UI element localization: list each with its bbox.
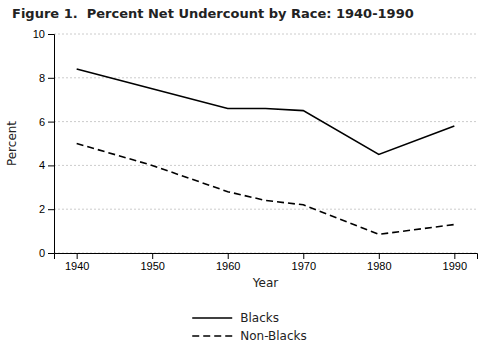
y-tick-mark [48, 209, 54, 210]
legend-swatch [192, 317, 232, 319]
y-tick-label: 4 [39, 159, 45, 171]
x-tick: 1940 [65, 253, 89, 272]
x-tick: 1960 [216, 253, 240, 272]
y-tick-mark [48, 253, 54, 254]
plot: 1940 1950 1960 1970 1980 1990 0 2 4 6 8 10 Year Perce… [5, 28, 478, 290]
grid-line [54, 209, 477, 210]
legend-swatch [192, 335, 232, 337]
series-line [77, 69, 455, 154]
y-tick-label: 6 [39, 116, 45, 128]
legend-label: Non-Blacks [240, 329, 307, 343]
x-tick: 1950 [140, 253, 164, 272]
x-tick-label: 1940 [65, 260, 89, 272]
y-axis-line [48, 35, 55, 254]
y-tick-label: 8 [39, 72, 45, 84]
title: Figure 1. Percent Net Undercount by Race… [12, 6, 414, 21]
legend-label: Blacks [240, 311, 279, 325]
y-tick: 0 [39, 247, 54, 259]
y-tick-label: 0 [39, 247, 45, 259]
x-tick: 1970 [292, 253, 316, 272]
legend-item: Non-Blacks [192, 329, 307, 343]
y-tick: 4 [39, 159, 54, 171]
y-axis: 0 2 4 6 8 10 [33, 28, 55, 259]
x-tick: 1980 [367, 253, 391, 272]
x-tick-mark [228, 253, 229, 259]
y-tick-label: 2 [39, 203, 45, 215]
y-tick: 6 [39, 116, 54, 128]
x-tick-label: 1980 [367, 260, 391, 272]
y-tick: 10 [33, 28, 54, 40]
x-axis-line [55, 254, 478, 260]
series-line [77, 144, 455, 235]
x-axis-title: Year [252, 276, 278, 290]
grid-line [54, 77, 477, 78]
legend: Blacks Non-Blacks [192, 311, 307, 343]
grid-line [54, 121, 477, 122]
y-tick-mark [48, 34, 54, 35]
x-tick-label: 1950 [140, 260, 164, 272]
y-tick: 8 [39, 72, 54, 84]
x-tick-mark [77, 253, 78, 259]
x-tick-mark [454, 253, 455, 259]
x-axis: 1940 1950 1960 1970 1980 1990 [55, 253, 478, 272]
y-tick-mark [48, 165, 54, 166]
y-tick-mark [48, 78, 54, 79]
y-tick-mark [48, 122, 54, 123]
x-tick-mark [152, 253, 153, 259]
y-tick: 2 [39, 203, 54, 215]
x-tick-label: 1970 [292, 260, 316, 272]
x-tick-label: 1990 [443, 260, 467, 272]
grid [54, 34, 477, 253]
y-axis-title: Percent [5, 121, 19, 166]
grid-line [54, 165, 477, 166]
lines [77, 69, 455, 234]
x-tick: 1990 [443, 253, 467, 272]
grid-line [54, 34, 477, 35]
x-tick-label: 1960 [216, 260, 240, 272]
x-tick-mark [379, 253, 380, 259]
chart: Figure 1. Percent Net Undercount by Race… [0, 0, 499, 349]
x-tick-mark [303, 253, 304, 259]
legend-item: Blacks [192, 311, 279, 325]
y-tick-label: 10 [33, 28, 45, 40]
